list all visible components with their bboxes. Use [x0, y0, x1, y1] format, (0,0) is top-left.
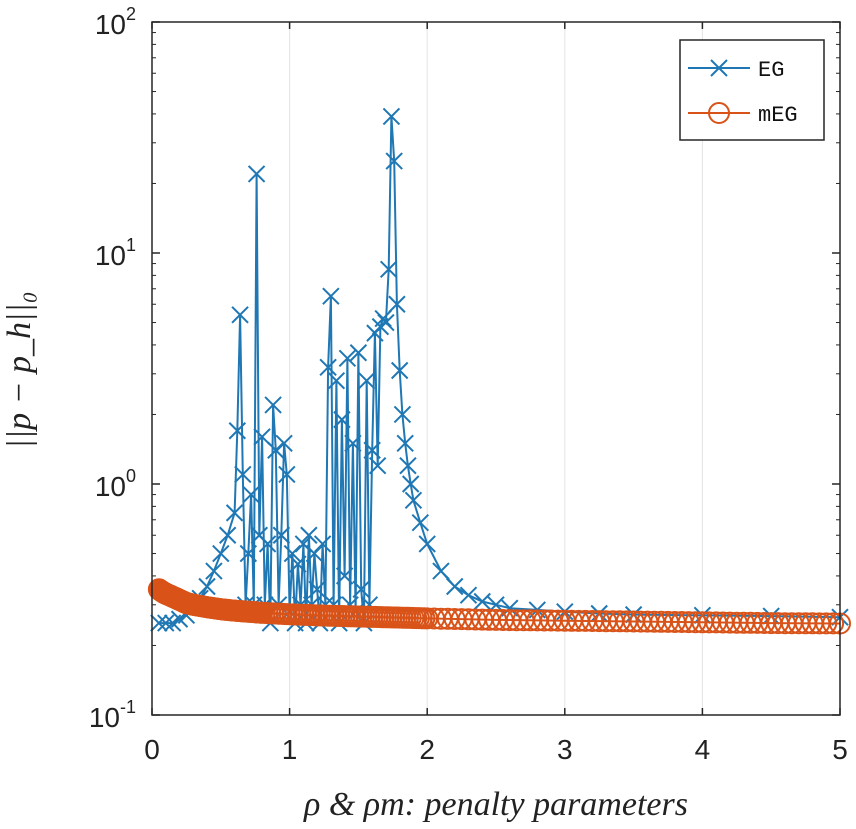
plot-frame [151, 21, 841, 716]
data-point-eg [363, 441, 381, 459]
y-tick-label: 101 [95, 235, 136, 271]
data-point-eg [205, 562, 223, 580]
legend-label-eg: EG [758, 58, 784, 83]
series-meg [147, 578, 851, 635]
data-point-meg [815, 612, 838, 635]
data-point-eg [335, 567, 354, 585]
data-point-eg [150, 614, 168, 632]
data-point-eg [157, 614, 175, 632]
x-tick-label: 1 [282, 734, 298, 765]
data-point-eg [264, 396, 282, 414]
data-point-eg [289, 555, 307, 573]
data-point-eg [231, 306, 249, 324]
data-point-eg [377, 313, 395, 332]
x-axis-label: ρ & ρm: penalty parameters [303, 786, 688, 823]
data-point-eg [212, 544, 230, 563]
x-tick-label: 3 [557, 734, 573, 765]
data-point-eg [327, 371, 346, 390]
data-point-eg [393, 405, 412, 424]
y-tick-label: 10-1 [89, 697, 136, 733]
y-axis-label: ||p − p_h||₀ [1, 291, 38, 448]
data-point-eg [242, 485, 260, 504]
data-point-eg [396, 434, 414, 453]
y-tick-label: 102 [95, 4, 136, 40]
data-point-eg [253, 428, 271, 446]
data-point-eg [294, 535, 313, 553]
data-point-eg [446, 577, 464, 596]
data-point-eg [459, 586, 478, 604]
data-point-eg [379, 260, 398, 279]
data-point-eg [385, 152, 403, 170]
legend: EG mEG [679, 39, 825, 141]
data-point-eg [368, 457, 387, 475]
y-axis-ticks: 10-1 100 101 102 [89, 4, 840, 733]
data-point-eg [473, 592, 491, 611]
data-point-eg [418, 535, 436, 553]
series-eg [150, 107, 849, 632]
data-point-eg [239, 544, 258, 563]
data-point-eg [390, 361, 409, 380]
data-point-eg [275, 434, 293, 453]
data-point-eg [234, 465, 252, 484]
legend-marker-eg [710, 59, 728, 77]
data-point-eg [258, 535, 277, 553]
data-point-eg [225, 504, 244, 522]
legend-label-meg: mEG [758, 103, 798, 128]
data-point-eg [411, 513, 430, 532]
data-point-eg [247, 165, 266, 183]
series-line-eg [158, 116, 841, 625]
data-point-eg [319, 358, 337, 377]
data-point-eg [404, 491, 423, 510]
y-tick-label: 100 [95, 466, 136, 502]
data-point-eg [308, 580, 326, 599]
data-point-eg [218, 526, 237, 544]
data-point-eg [399, 457, 417, 475]
data-point-eg [432, 562, 450, 580]
x-tick-label: 5 [832, 734, 848, 765]
series-layer [147, 107, 851, 635]
data-point-meg [822, 612, 845, 635]
data-point-eg [228, 422, 247, 440]
x-tick-label: 2 [419, 734, 435, 765]
data-point-eg [352, 580, 370, 599]
x-tick-label: 0 [144, 734, 160, 765]
data-point-eg [322, 287, 340, 305]
data-point-eg [388, 295, 406, 313]
data-point-eg [283, 544, 302, 563]
data-point-eg [198, 577, 216, 596]
data-point-eg [313, 535, 332, 553]
data-point-eg [357, 371, 376, 390]
legend-box [679, 39, 825, 141]
data-point-eg [272, 526, 291, 544]
legend-marker-meg [708, 102, 730, 124]
data-point-eg [300, 526, 318, 544]
data-point-eg [338, 349, 357, 368]
legend-x-marker [710, 59, 728, 77]
data-point-eg [344, 434, 362, 453]
x-tick-label: 4 [695, 734, 711, 765]
data-point-eg [382, 107, 401, 126]
data-point-eg [278, 465, 296, 484]
data-point-eg [401, 475, 420, 493]
x-axis-ticks: 0 1 2 3 4 5 [144, 22, 848, 765]
data-point-eg [333, 410, 351, 429]
data-point-eg [349, 344, 368, 362]
